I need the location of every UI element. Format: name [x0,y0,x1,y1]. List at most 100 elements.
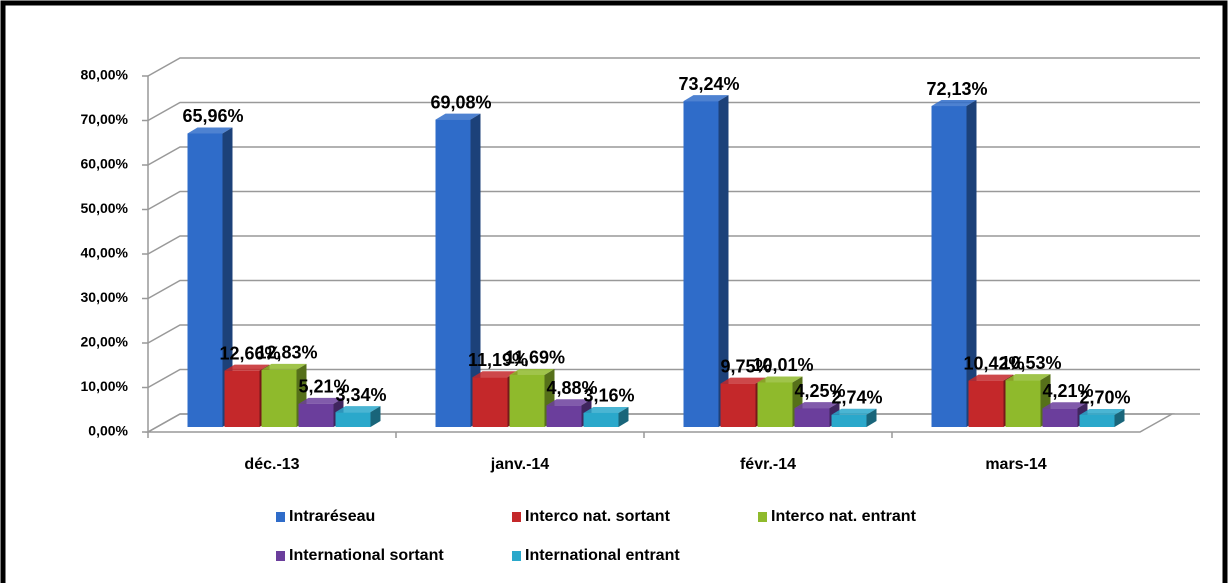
bar [683,95,729,427]
y-tick-label: 20,00% [81,334,129,350]
bar-top [1079,408,1125,415]
y-tick-label: 80,00% [81,67,129,83]
grid-line [147,101,1200,122]
bar-top [583,406,629,413]
bar [831,408,877,427]
bar-side [470,113,481,428]
bar-front [298,403,334,427]
bar [931,100,977,428]
grid-line [147,368,1200,389]
value-label: 69,08% [430,92,491,112]
grid-line [147,57,1200,77]
legend-label: International entrant [525,547,680,564]
bar-side [222,127,233,427]
bar-front [831,414,867,427]
value-label: 10,42% [963,353,1024,373]
bar-top [1005,374,1051,381]
value-label: 4,25% [794,381,845,401]
bar-front [1005,380,1041,427]
bar [1079,408,1125,427]
y-tick-label: 0,00% [88,423,128,439]
value-label: 11,19% [468,350,528,370]
bar-front [968,380,1004,427]
bar-side [866,408,877,427]
y-tick-label: 10,00% [81,378,129,394]
value-label: 12,66% [219,343,280,363]
bar-top [546,399,592,406]
bar-front [720,383,756,427]
bar-top [831,408,877,415]
bar-front [509,374,545,427]
bar-side [718,95,729,427]
bar-top [187,127,233,134]
value-label: 2,70% [1079,388,1130,408]
bar-front [261,369,297,427]
value-label: 65,96% [182,106,243,126]
value-label: 11,69% [505,348,565,368]
bar-front [1042,408,1078,427]
value-label: 4,21% [1042,381,1093,401]
bar-front [187,133,223,427]
y-tick-label: 30,00% [81,289,129,305]
legend-label: Intraréseau [289,508,375,525]
bar-front [794,408,830,427]
bar-side [1114,408,1125,427]
value-label: 73,24% [678,74,739,94]
y-tick-label: 70,00% [81,111,129,127]
bar-top [757,376,803,383]
bar-side [618,406,629,427]
bar-front [931,106,967,428]
legend-label: International sortant [289,547,444,564]
value-label: 3,16% [583,386,634,406]
bar-front [472,377,508,427]
bar-top [509,368,555,375]
bar-top [435,113,481,120]
value-label: 10,53% [1000,353,1061,373]
bar-top [720,377,766,384]
bar [187,127,233,427]
value-label: 12,83% [256,343,317,363]
y-tick-label: 60,00% [81,156,129,172]
x-tick-label: janv.-14 [490,456,550,473]
grid-line [147,190,1200,211]
bar-top [794,402,840,409]
bar-front [335,412,371,427]
bar-front [224,370,260,427]
bar-top [968,374,1014,381]
bar-front [435,119,471,428]
x-tick-label: mars-14 [985,456,1046,473]
value-label: 3,34% [335,385,386,405]
bar-side [370,406,381,427]
value-label: 72,13% [926,79,987,99]
bar-top [298,397,344,404]
legend-marker [276,512,285,522]
bar-top [472,371,518,378]
bar [335,406,381,427]
grid-line [147,324,1200,344]
bar-top [1042,402,1088,409]
legend-label: Interco nat. entrant [771,508,917,525]
value-label: 9,75% [720,356,771,376]
bar-top [683,95,729,102]
bar-top [224,364,270,371]
legend-marker [512,551,521,561]
value-label: 5,21% [298,377,349,397]
bar-front [757,382,793,427]
bar-front [546,405,582,427]
grid-line [147,279,1200,300]
bar [435,113,481,428]
grid-line [147,146,1200,166]
x-tick-label: févr.-14 [740,456,796,473]
bar-top [261,363,307,370]
bar-front [683,101,719,427]
value-label: 4,88% [546,378,597,398]
legend-marker [758,512,767,522]
bar-top [931,100,977,107]
legend-label: Interco nat. sortant [525,508,671,525]
y-tick-label: 50,00% [81,200,129,216]
legend-marker [512,512,521,522]
bar-front [1079,414,1115,427]
value-label: 10,01% [752,355,813,375]
grid-line [147,235,1200,255]
